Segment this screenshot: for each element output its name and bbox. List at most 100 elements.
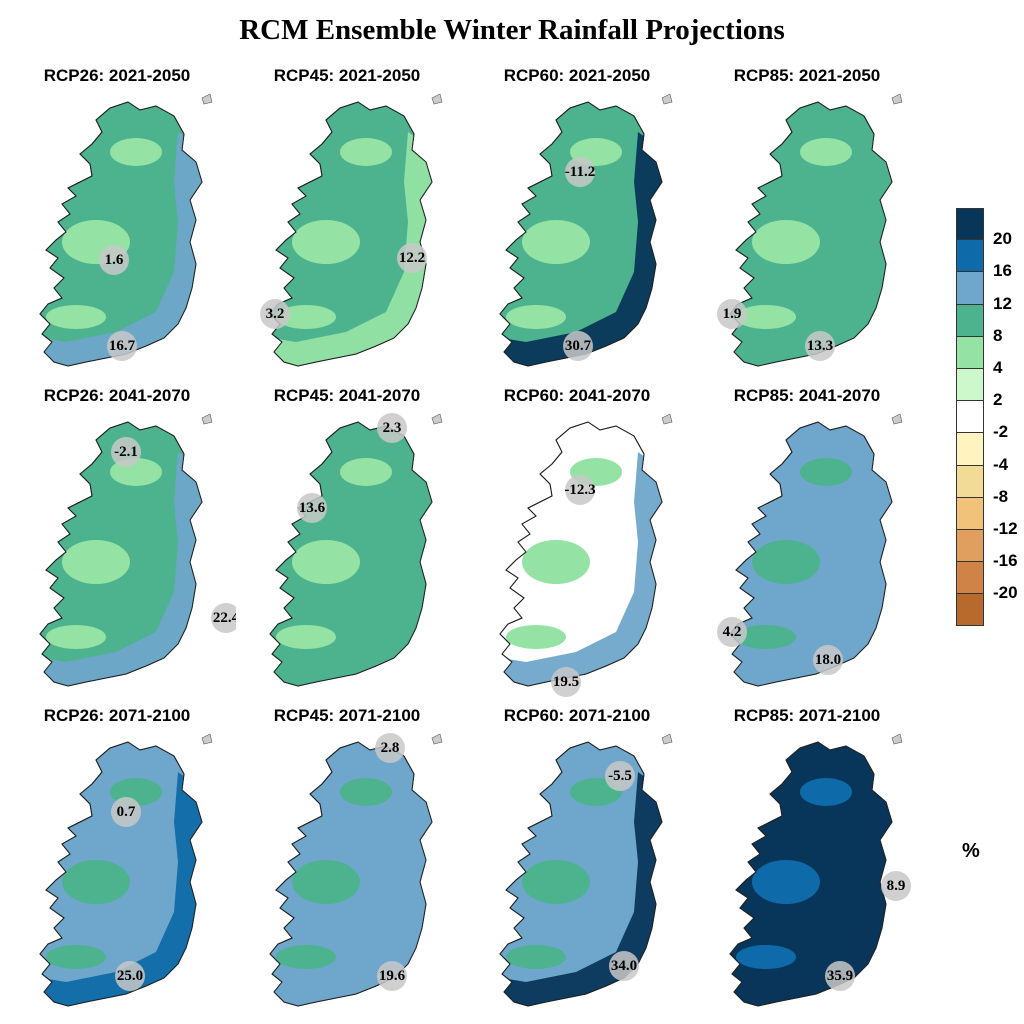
rainfall-patch bbox=[46, 625, 106, 649]
neighbour-landmass bbox=[661, 733, 673, 745]
value-callout-label: 30.7 bbox=[564, 338, 592, 354]
rainfall-patch bbox=[292, 860, 360, 904]
panel-title: RCP26: 2071-2100 bbox=[43, 706, 191, 725]
value-callout-marker bbox=[107, 331, 137, 361]
value-callout-label: -11.2 bbox=[564, 164, 596, 180]
panel-title: RCP60: 2021-2050 bbox=[503, 66, 651, 85]
neighbour-landmass bbox=[201, 413, 213, 425]
neighbour-landmass bbox=[431, 413, 443, 425]
value-callout-label: -12.3 bbox=[564, 482, 596, 498]
colorbar-tick-label: 20 bbox=[993, 229, 1012, 249]
value-callout-label: 1.9 bbox=[722, 306, 742, 322]
rainfall-map-panel bbox=[696, 92, 918, 370]
rainfall-patch bbox=[736, 945, 796, 969]
ireland-map bbox=[39, 413, 213, 687]
value-callout-label: 0.7 bbox=[116, 804, 136, 820]
colorbar-swatch bbox=[956, 529, 984, 563]
rainfall-patch bbox=[340, 458, 392, 486]
rainfall-map-panel bbox=[236, 92, 458, 370]
rainfall-map-panel bbox=[6, 92, 228, 370]
rainfall-map-panel bbox=[6, 732, 228, 1010]
value-callout-label: 35.9 bbox=[826, 968, 854, 984]
colorbar-swatch bbox=[956, 433, 984, 466]
rainfall-patch bbox=[736, 625, 796, 649]
rainfall-map-panel bbox=[696, 732, 918, 1010]
panel-title: RCP45: 2041-2070 bbox=[273, 386, 421, 405]
ireland-map bbox=[499, 413, 673, 687]
ireland-map bbox=[729, 733, 903, 1007]
rainfall-patch bbox=[62, 860, 130, 904]
neighbour-landmass bbox=[431, 733, 443, 745]
value-callout-marker bbox=[111, 437, 141, 467]
rainfall-patch bbox=[46, 305, 106, 329]
panel-title: RCP85: 2071-2100 bbox=[733, 706, 881, 725]
ireland-map bbox=[729, 93, 903, 367]
coastline bbox=[39, 101, 203, 367]
neighbour-landmass bbox=[891, 733, 903, 745]
rainfall-patch bbox=[506, 305, 566, 329]
colorbar-swatch bbox=[956, 304, 984, 337]
colorbar-swatch bbox=[956, 497, 984, 530]
value-callout-marker bbox=[805, 331, 835, 361]
value-callout-marker bbox=[297, 493, 327, 523]
coastline bbox=[499, 421, 663, 687]
value-callout-label: 13.6 bbox=[298, 500, 326, 516]
rainfall-patch bbox=[46, 945, 106, 969]
value-callout-marker bbox=[377, 413, 407, 443]
rainfall-patch bbox=[752, 220, 820, 264]
rainfall-patch bbox=[110, 138, 162, 166]
value-callout-label: 12.2 bbox=[398, 250, 426, 266]
rainfall-map-panel bbox=[466, 92, 688, 370]
value-callout-label: 2.3 bbox=[382, 420, 402, 436]
ireland-map bbox=[39, 93, 213, 367]
colorbar-swatch bbox=[956, 562, 984, 595]
colorbar-tick-label: 8 bbox=[993, 325, 1003, 345]
coastline bbox=[269, 101, 433, 367]
coastline bbox=[499, 741, 663, 1007]
value-callout-marker bbox=[881, 871, 911, 901]
value-callout-marker bbox=[605, 761, 635, 791]
colorbar-unit: % bbox=[962, 840, 980, 862]
value-callout-label: 1.6 bbox=[104, 252, 124, 268]
colorbar-tick-label: -16 bbox=[993, 551, 1018, 571]
panel-title: RCP45: 2071-2100 bbox=[273, 706, 421, 725]
ireland-map bbox=[729, 413, 903, 687]
value-callout-marker bbox=[813, 645, 843, 675]
value-callout-marker bbox=[717, 299, 747, 329]
colorbar-tick-label: -12 bbox=[993, 519, 1018, 538]
panel-title: RCP26: 2041-2070 bbox=[43, 386, 191, 405]
value-callout-marker bbox=[397, 243, 427, 273]
panel-title: RCP45: 2021-2050 bbox=[273, 66, 421, 85]
rainfall-patch bbox=[276, 625, 336, 649]
colorbar-swatch bbox=[956, 272, 984, 305]
neighbour-landmass bbox=[201, 93, 213, 105]
value-callout-marker bbox=[115, 961, 145, 991]
neighbour-landmass bbox=[661, 413, 673, 425]
colorbar-swatch bbox=[956, 401, 984, 434]
rainfall-patch bbox=[800, 458, 852, 486]
rainfall-map-panel bbox=[236, 732, 458, 1010]
rainfall-patch bbox=[340, 778, 392, 806]
rainfall-patch bbox=[752, 860, 820, 904]
coastline bbox=[39, 741, 203, 1007]
coastline bbox=[499, 101, 663, 367]
colorbar-swatch bbox=[956, 336, 984, 369]
coastline bbox=[729, 741, 893, 1007]
panel-title: RCP26: 2021-2050 bbox=[43, 66, 191, 85]
rainfall-map-panel bbox=[466, 412, 688, 690]
rainfall-patch bbox=[506, 945, 566, 969]
value-callout-marker bbox=[111, 797, 141, 827]
colorbar-swatch bbox=[956, 368, 984, 402]
rainfall-map-panel bbox=[236, 412, 458, 690]
rainfall-patch bbox=[522, 540, 590, 584]
value-callout-marker bbox=[551, 667, 581, 697]
colorbar-tick-label: -8 bbox=[993, 486, 1009, 506]
neighbour-landmass bbox=[891, 413, 903, 425]
colorbar-tick-label: -2 bbox=[993, 422, 1009, 442]
coastline bbox=[729, 101, 893, 367]
value-callout-marker bbox=[260, 299, 290, 329]
value-callout-label: 2.8 bbox=[380, 740, 400, 756]
ireland-map bbox=[499, 733, 673, 1007]
value-callout-label: 19.5 bbox=[552, 674, 580, 690]
value-callout-label: 8.9 bbox=[886, 878, 906, 894]
